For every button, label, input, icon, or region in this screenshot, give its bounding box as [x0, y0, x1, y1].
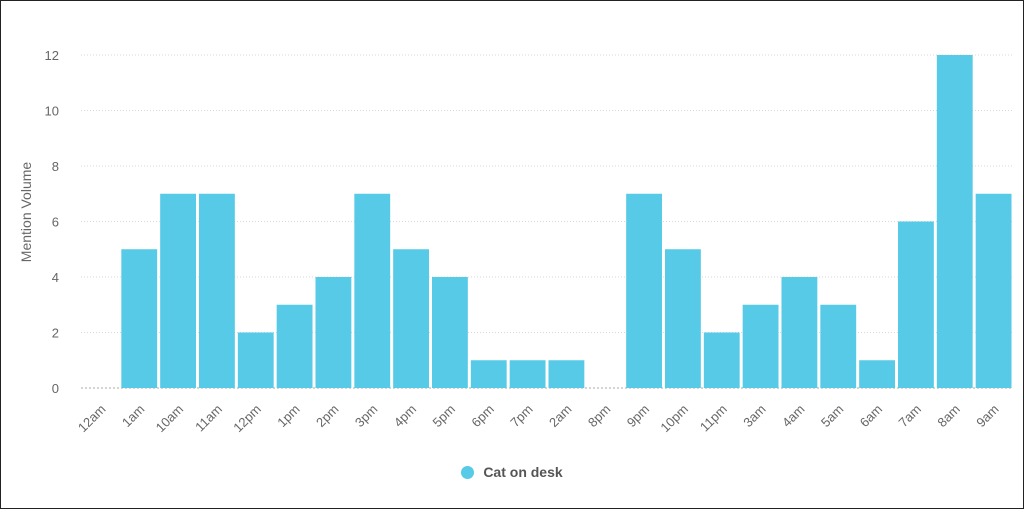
y-tick-label: 4 — [52, 270, 59, 285]
x-tick-label: 9pm — [624, 402, 652, 430]
bar-1pm[interactable] — [276, 304, 313, 388]
y-tick-label: 0 — [52, 381, 59, 396]
bar-7am[interactable] — [898, 221, 934, 389]
bar-2am[interactable] — [548, 360, 585, 388]
bar-6am[interactable] — [859, 360, 895, 388]
bar-11pm[interactable] — [703, 332, 740, 389]
bar-9am[interactable] — [975, 193, 1012, 388]
x-tick-label: 1pm — [274, 402, 302, 430]
x-tick-label: 7am — [896, 402, 924, 430]
x-tick-label: 10am — [153, 402, 187, 436]
x-tick-label: 3pm — [352, 402, 380, 430]
y-axis-ticks: 0 2 4 6 8 10 12 — [45, 48, 59, 396]
x-tick-label: 1am — [119, 402, 147, 430]
bar-4pm[interactable] — [393, 249, 429, 388]
x-tick-label: 2am — [546, 402, 574, 430]
bar-3am[interactable] — [742, 304, 779, 388]
bar-5am[interactable] — [820, 304, 857, 388]
bar-10pm[interactable] — [665, 249, 701, 388]
y-tick-label: 10 — [45, 104, 59, 119]
bar-1am[interactable] — [121, 249, 158, 388]
bar-4am[interactable] — [781, 277, 818, 388]
bar-2pm[interactable] — [315, 277, 352, 388]
gridlines — [81, 54, 1013, 389]
x-tick-label: 5am — [818, 402, 846, 430]
y-tick-label: 8 — [52, 159, 59, 174]
bar-12pm[interactable] — [237, 332, 274, 389]
x-tick-label: 12am — [75, 402, 109, 436]
x-tick-label: 7pm — [507, 402, 535, 430]
x-tick-label: 10pm — [657, 402, 691, 436]
legend-swatch — [461, 465, 475, 479]
x-tick-label: 8am — [934, 402, 962, 430]
bar-10am[interactable] — [160, 193, 196, 388]
x-tick-label: 6pm — [468, 402, 496, 430]
x-tick-label: 12pm — [230, 402, 264, 436]
x-tick-label: 11pm — [697, 402, 730, 435]
x-tick-label: 11am — [192, 402, 225, 435]
bar-11am[interactable] — [199, 193, 235, 388]
bar-9pm[interactable] — [626, 193, 662, 388]
y-axis-title: Mention Volume — [18, 162, 34, 263]
y-tick-label: 2 — [52, 326, 59, 341]
x-tick-label: 3am — [740, 402, 768, 430]
x-axis-ticks: 12am 1am 10am 11am 12pm 1pm 2pm 3pm 4pm 5pm 6pm 7pm… — [75, 402, 1002, 436]
bar-8am[interactable] — [936, 55, 973, 388]
x-tick-label: 5pm — [430, 402, 458, 430]
bar-3pm[interactable] — [354, 193, 391, 388]
legend-label: Cat on desk — [483, 464, 563, 480]
y-tick-label: 12 — [45, 48, 59, 63]
y-tick-label: 6 — [52, 215, 59, 230]
x-tick-label: 4pm — [391, 402, 419, 430]
x-tick-label: 9am — [973, 402, 1001, 430]
x-tick-label: 6am — [857, 402, 885, 430]
legend[interactable]: Cat on desk — [0, 464, 1024, 480]
bar-7pm[interactable] — [509, 360, 546, 388]
x-tick-label: 8pm — [585, 402, 613, 430]
bar-6pm[interactable] — [470, 360, 507, 388]
x-tick-label: 4am — [779, 402, 807, 430]
x-tick-label: 2pm — [313, 402, 341, 430]
bar-5pm[interactable] — [432, 277, 468, 388]
bars — [121, 55, 1012, 389]
